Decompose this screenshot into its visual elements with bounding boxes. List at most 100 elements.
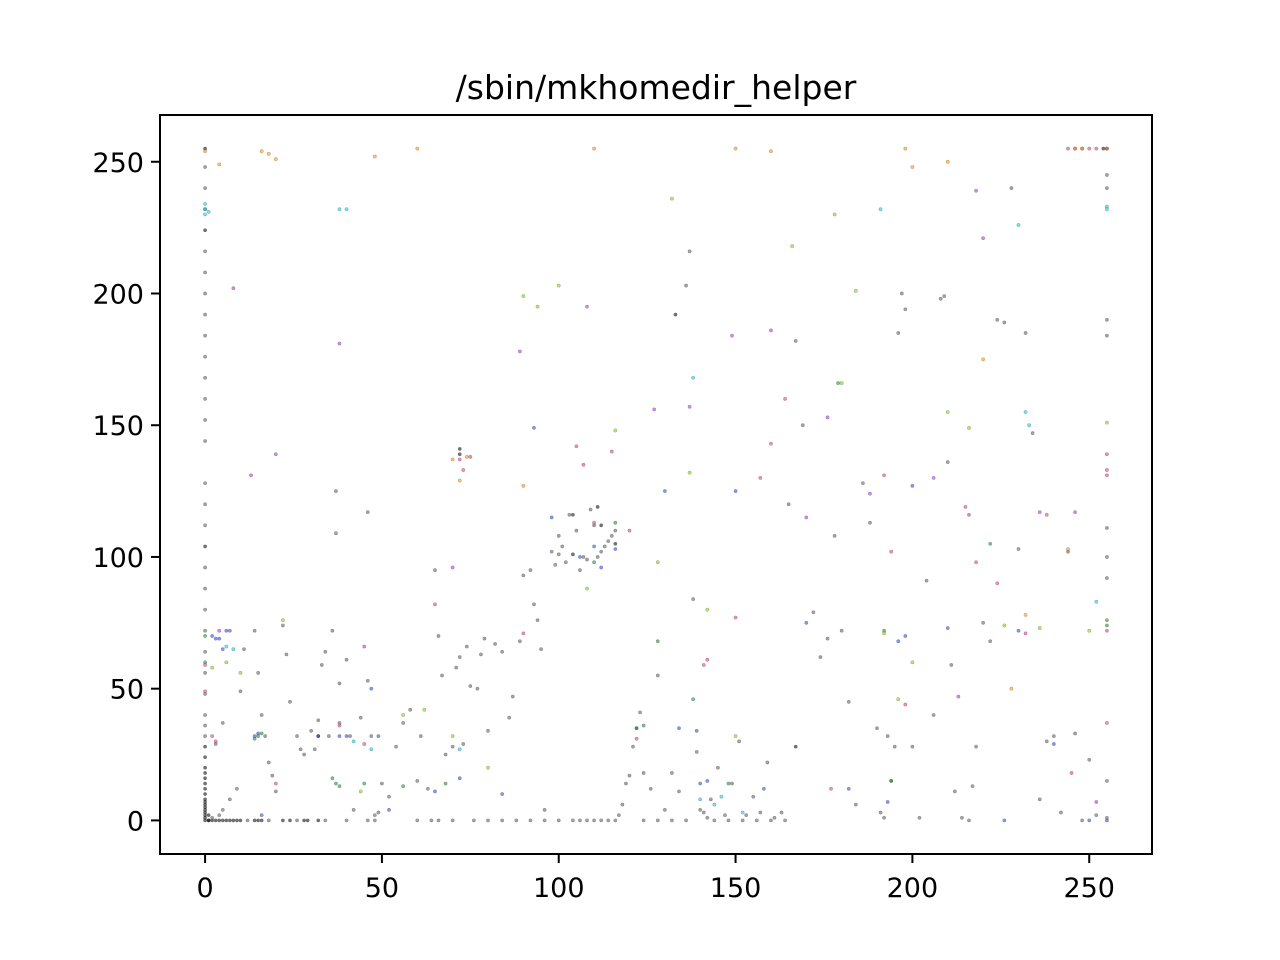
y-tick-label: 200 [92, 279, 144, 310]
data-point [203, 212, 208, 217]
data-point [203, 396, 208, 401]
data-point [234, 786, 239, 791]
data-point [203, 228, 208, 233]
data-point [1002, 818, 1007, 823]
data-point [910, 483, 915, 488]
data-point [723, 813, 727, 818]
data-point [595, 504, 600, 509]
data-point [203, 291, 208, 296]
data-point [464, 454, 469, 459]
data-point [705, 607, 710, 612]
data-point [1104, 186, 1109, 191]
data-point [457, 747, 462, 752]
data-point [288, 699, 292, 704]
data-point [1016, 628, 1021, 633]
data-point [532, 602, 536, 607]
data-point [613, 528, 618, 533]
data-point [570, 512, 575, 517]
data-point [450, 744, 455, 749]
data-point [588, 507, 593, 512]
data-point [903, 146, 908, 151]
data-point [1104, 555, 1109, 559]
data-point [362, 644, 367, 649]
data-point [203, 628, 208, 633]
data-point [203, 201, 208, 206]
data-point [1023, 331, 1028, 335]
data-point [203, 418, 208, 422]
x-axis: 0 50 100 150 200 250 [196, 854, 1115, 904]
data-point [337, 723, 342, 728]
data-point [606, 818, 611, 823]
data-point [768, 441, 773, 446]
data-point [273, 452, 278, 457]
data-point [280, 818, 285, 823]
points-layer [203, 146, 1109, 823]
data-point [1002, 320, 1007, 325]
data-point [203, 565, 208, 570]
data-point [662, 489, 667, 494]
chart-title: /sbin/mkhomedir_helper [456, 68, 857, 107]
data-point [231, 286, 236, 291]
data-point [825, 415, 830, 420]
data-point [415, 778, 420, 783]
data-point [468, 684, 473, 688]
data-point [521, 631, 526, 636]
data-point [203, 607, 208, 612]
data-point [206, 209, 211, 214]
data-point [203, 312, 208, 317]
data-point [585, 304, 589, 309]
data-point [733, 146, 738, 151]
data-point [733, 615, 738, 620]
data-point [333, 489, 338, 494]
data-point [1104, 618, 1109, 623]
data-point [433, 568, 437, 573]
data-point [535, 304, 540, 309]
data-point [542, 818, 547, 823]
data-point [206, 818, 211, 823]
data-point [988, 639, 993, 644]
data-point [811, 610, 816, 615]
data-point [606, 539, 611, 544]
data-point [203, 713, 208, 717]
data-point [712, 802, 717, 807]
data-point [669, 771, 674, 775]
data-point [337, 734, 342, 739]
data-point [772, 815, 777, 820]
data-point [974, 744, 979, 749]
x-tick-label: 250 [1063, 873, 1115, 904]
data-point [684, 283, 689, 288]
data-point [889, 778, 894, 783]
data-point [1030, 431, 1035, 436]
data-point [415, 146, 420, 151]
data-point [227, 818, 232, 823]
data-point [698, 807, 703, 812]
data-point [1104, 720, 1109, 725]
data-point [1104, 623, 1109, 628]
data-point [1009, 186, 1014, 191]
data-point [648, 786, 653, 791]
data-point [284, 652, 289, 657]
data-point [514, 818, 519, 823]
data-point [931, 475, 936, 480]
data-point [1087, 818, 1092, 823]
data-point [457, 457, 462, 462]
data-point [369, 734, 374, 739]
data-point [988, 541, 993, 546]
data-point [903, 702, 908, 707]
data-point [733, 489, 738, 494]
data-point [203, 797, 208, 802]
data-point [217, 628, 222, 633]
data-point [295, 734, 299, 739]
data-point [1073, 731, 1078, 736]
data-point [889, 549, 894, 554]
data-point [259, 731, 264, 736]
data-point [655, 673, 660, 678]
data-point [677, 789, 681, 794]
data-point [730, 781, 734, 786]
data-point [1066, 146, 1070, 151]
data-point [1087, 757, 1092, 762]
data-point [945, 410, 950, 414]
data-point [203, 734, 208, 739]
data-point [337, 784, 342, 789]
data-point [758, 810, 763, 815]
